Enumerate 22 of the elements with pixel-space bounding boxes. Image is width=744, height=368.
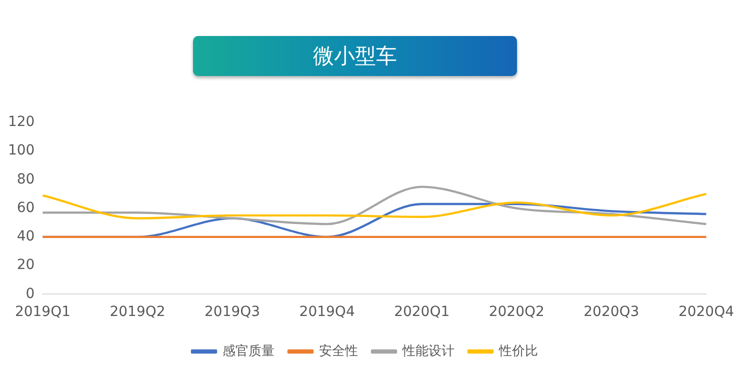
legend-label: 性价比 bbox=[498, 344, 538, 359]
x-tick-label: 2019Q4 bbox=[299, 304, 355, 320]
line-series bbox=[42, 192, 708, 220]
x-tick-label: 2019Q1 bbox=[14, 304, 71, 320]
x-tick-label: 2020Q4 bbox=[678, 304, 734, 320]
legend-label: 感官质量 bbox=[222, 342, 274, 359]
x-tick-label: 2020Q2 bbox=[488, 304, 544, 320]
x-tick-label: 2019Q3 bbox=[204, 304, 260, 320]
x-tick-label: 2020Q3 bbox=[584, 304, 640, 320]
y-tick-label: 0 bbox=[26, 286, 35, 302]
x-tick-label: 2020Q1 bbox=[394, 304, 450, 320]
y-tick-label: 20 bbox=[16, 257, 35, 274]
x-tick-label: 2019Q2 bbox=[110, 304, 166, 320]
legend-label: 安全性 bbox=[319, 342, 358, 359]
y-tick-label: 100 bbox=[8, 142, 35, 159]
chart-title: 微小型车 bbox=[313, 43, 397, 70]
y-tick-label: 120 bbox=[8, 114, 35, 130]
y-tick-label: 40 bbox=[16, 228, 35, 245]
legend-label: 性能设计 bbox=[402, 344, 454, 359]
line-series bbox=[42, 186, 708, 226]
y-tick-label: 60 bbox=[16, 200, 35, 216]
y-tick-label: 80 bbox=[16, 171, 35, 188]
